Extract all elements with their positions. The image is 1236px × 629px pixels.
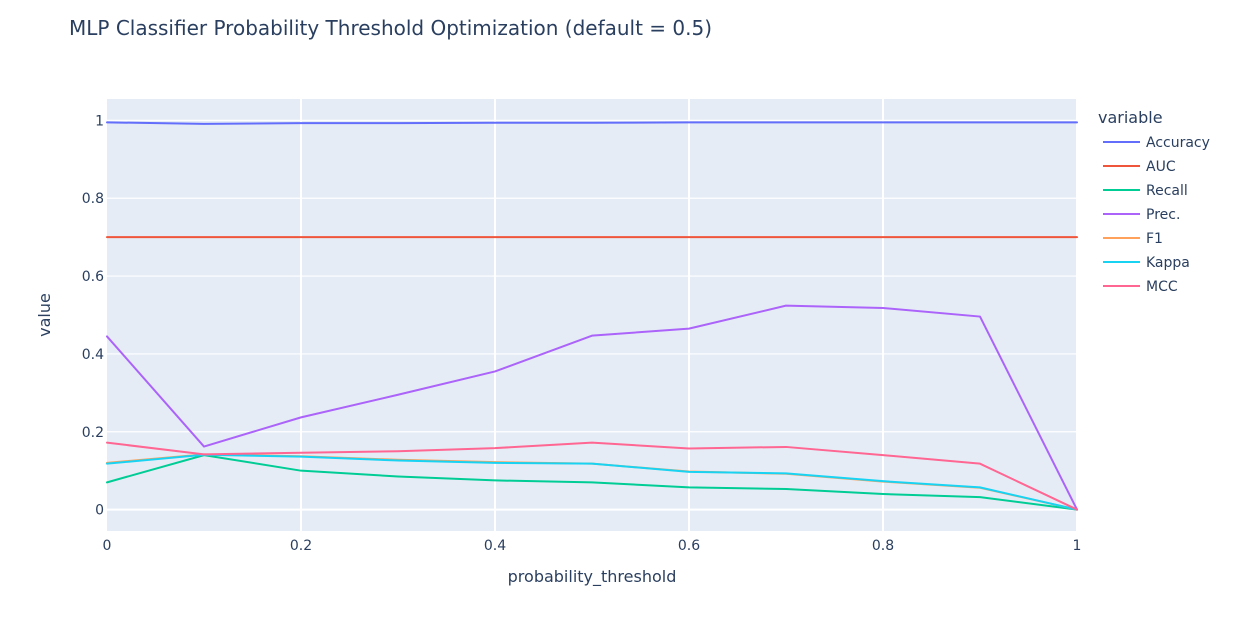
legend-label: F1 [1146,231,1163,247]
y-tick-label: 0 [95,503,104,519]
series-line-kappa [106,453,1078,511]
legend-label: MCC [1146,279,1178,295]
legend-item: AUC [1103,159,1176,175]
y-tick-label: 1 [95,113,104,129]
y-tick-label: 0.2 [82,425,104,441]
x-axis-title: probability_threshold [508,567,677,587]
legend-label: Prec. [1146,207,1180,223]
legend: variable Accuracy AUC Recall Prec. F1 Kappa MCC [1098,108,1210,295]
legend-item: Accuracy [1103,135,1210,151]
legend-label: Kappa [1146,255,1190,271]
legend-item: Recall [1103,183,1188,199]
plot-background [107,99,1077,531]
y-tick-label: 0.8 [82,191,104,207]
legend-item: Prec. [1103,207,1180,223]
x-tick-label: 0.4 [484,538,506,554]
legend-item: Kappa [1103,255,1190,271]
chart-title: MLP Classifier Probability Threshold Opt… [69,16,713,40]
legend-item: MCC [1103,279,1178,295]
legend-label: Accuracy [1146,135,1210,151]
y-axis-title: value [35,293,54,337]
y-tick-label: 0.4 [82,347,104,363]
series-line-recall [106,454,1078,511]
x-tick-label: 0.8 [872,538,894,554]
legend-label: Recall [1146,183,1188,199]
legend-title: variable [1098,108,1163,127]
y-tick-label: 0.6 [82,269,104,285]
x-tick-label: 0 [103,538,112,554]
x-tick-label: 0.2 [290,538,312,554]
legend-label: AUC [1146,159,1176,175]
x-tick-label: 1 [1073,538,1082,554]
series-line-prec [106,304,1078,511]
legend-item: F1 [1103,231,1163,247]
series-line-mcc [106,441,1078,511]
x-tick-label: 0.6 [678,538,700,554]
series-line-accuracy [106,121,1078,125]
